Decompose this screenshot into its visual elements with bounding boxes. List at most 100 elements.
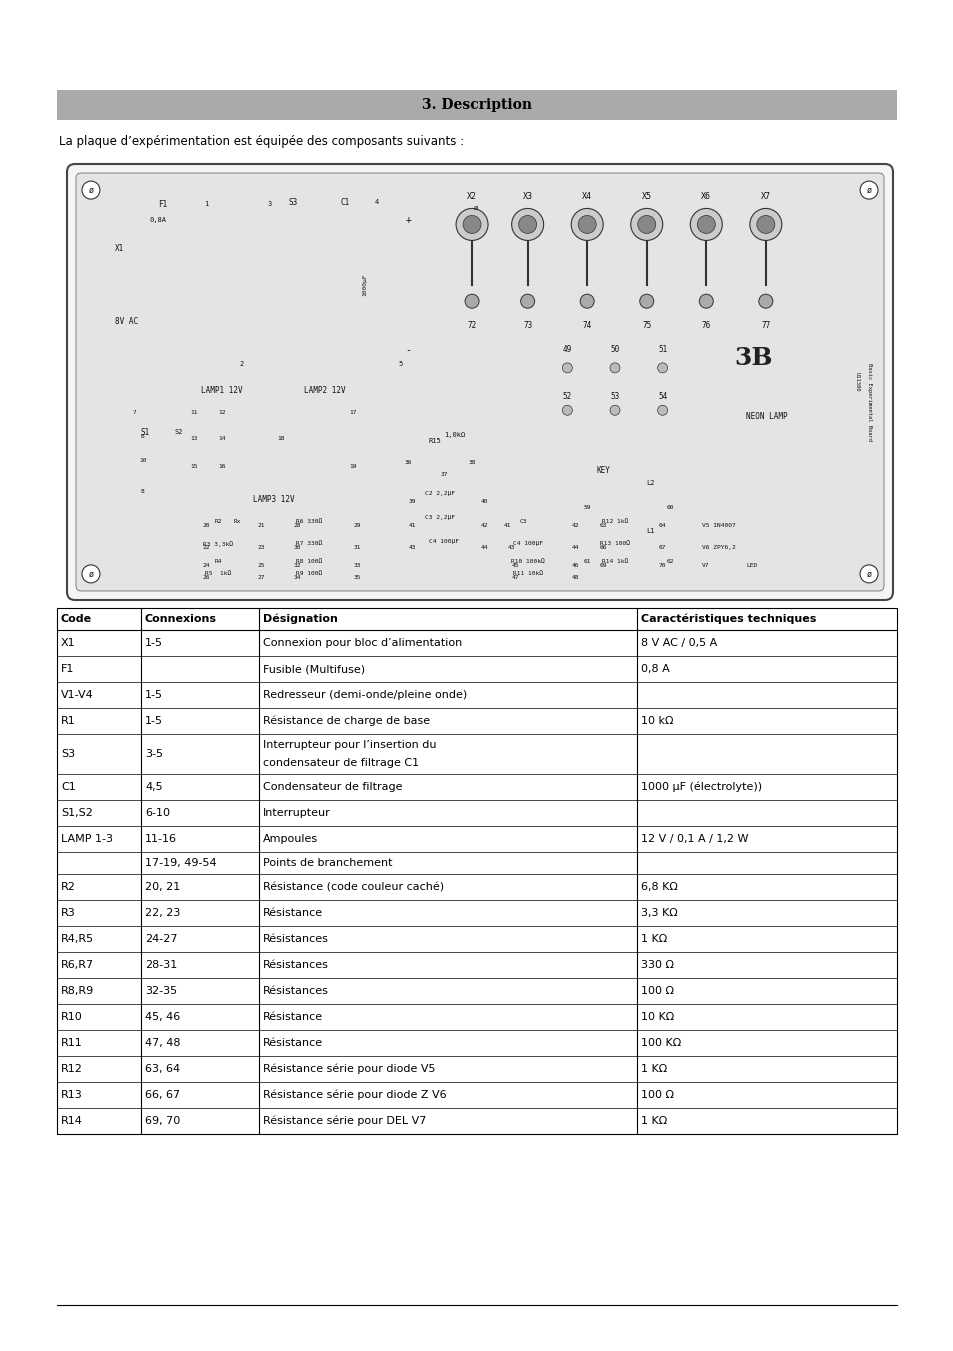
Text: 32: 32 — [294, 563, 301, 569]
Text: 31: 31 — [353, 546, 360, 550]
Text: R13 100Ω: R13 100Ω — [599, 542, 629, 546]
Text: 46: 46 — [571, 563, 578, 569]
Text: 54: 54 — [658, 392, 666, 401]
Circle shape — [464, 295, 478, 308]
Text: C4 100μF: C4 100μF — [512, 542, 542, 546]
Text: Résistance: Résistance — [262, 1038, 322, 1048]
Text: 13: 13 — [191, 436, 197, 440]
Text: ø: ø — [89, 185, 93, 195]
Text: 3-5: 3-5 — [145, 748, 163, 759]
Text: ø: ø — [865, 569, 871, 578]
Circle shape — [657, 405, 667, 415]
Text: LED: LED — [745, 563, 757, 569]
Text: V7: V7 — [701, 563, 709, 569]
Text: Résistance série pour DEL V7: Résistance série pour DEL V7 — [262, 1116, 426, 1127]
Text: 1000µF: 1000µF — [362, 274, 367, 296]
Text: 35: 35 — [353, 576, 360, 581]
Circle shape — [561, 405, 572, 415]
Text: 0,8 A: 0,8 A — [639, 663, 669, 674]
Text: 8 V AC / 0,5 A: 8 V AC / 0,5 A — [639, 638, 716, 648]
Text: 4: 4 — [375, 199, 378, 205]
Text: 2: 2 — [239, 361, 244, 367]
Text: 10: 10 — [138, 458, 146, 463]
FancyBboxPatch shape — [76, 173, 883, 590]
Text: X7: X7 — [760, 192, 770, 201]
Text: ø: ø — [474, 204, 477, 211]
Text: 15: 15 — [191, 465, 197, 469]
Text: Résistances: Résistances — [262, 986, 328, 996]
Bar — [57, 91, 896, 120]
Text: 37: 37 — [440, 473, 448, 477]
Circle shape — [571, 208, 602, 240]
Text: R12 1kΩ: R12 1kΩ — [601, 519, 627, 524]
Text: 73: 73 — [522, 322, 532, 330]
Text: 50: 50 — [610, 345, 618, 354]
Text: 1 KΩ: 1 KΩ — [639, 1065, 666, 1074]
Circle shape — [609, 363, 619, 373]
Text: Désignation: Désignation — [262, 613, 337, 624]
Text: 20, 21: 20, 21 — [145, 882, 180, 892]
Circle shape — [657, 363, 667, 373]
Text: R12: R12 — [61, 1065, 83, 1074]
Text: KEY: KEY — [596, 466, 609, 476]
Text: 61: 61 — [583, 559, 590, 565]
Text: S3: S3 — [289, 197, 297, 207]
Text: 11: 11 — [191, 409, 197, 415]
Text: 17-19, 49-54: 17-19, 49-54 — [145, 858, 216, 867]
Text: 21: 21 — [257, 523, 265, 528]
Text: 69: 69 — [598, 563, 606, 569]
Text: 330 Ω: 330 Ω — [639, 961, 673, 970]
Text: 33: 33 — [353, 563, 360, 569]
Text: 41: 41 — [503, 523, 511, 528]
Text: 34: 34 — [294, 576, 301, 581]
Circle shape — [82, 565, 100, 582]
Text: 30: 30 — [294, 546, 301, 550]
Text: R14 1kΩ: R14 1kΩ — [601, 559, 627, 565]
Text: condensateur de filtrage C1: condensateur de filtrage C1 — [262, 758, 418, 767]
Text: Points de branchement: Points de branchement — [262, 858, 392, 867]
Text: R6 330Ω: R6 330Ω — [295, 519, 322, 524]
Text: 6-10: 6-10 — [145, 808, 170, 817]
Text: 45, 46: 45, 46 — [145, 1012, 180, 1021]
Text: 6,8 KΩ: 6,8 KΩ — [639, 882, 677, 892]
Text: 14: 14 — [218, 436, 226, 440]
Text: LAMP3 12V: LAMP3 12V — [253, 494, 294, 504]
Text: 24: 24 — [202, 563, 210, 569]
Text: 72: 72 — [467, 322, 476, 330]
Circle shape — [756, 215, 774, 234]
Circle shape — [511, 208, 543, 240]
FancyBboxPatch shape — [67, 163, 892, 600]
Text: 67: 67 — [659, 546, 666, 550]
Circle shape — [758, 295, 772, 308]
Text: X5: X5 — [641, 192, 651, 201]
Text: 1-5: 1-5 — [145, 716, 163, 725]
Circle shape — [637, 215, 655, 234]
Text: 1-5: 1-5 — [145, 690, 163, 700]
Text: Résistance: Résistance — [262, 908, 322, 917]
Text: 51: 51 — [658, 345, 666, 354]
Text: X2: X2 — [467, 192, 476, 201]
Text: C1: C1 — [61, 782, 75, 792]
Text: 52: 52 — [562, 392, 572, 401]
Text: Caractéristiques techniques: Caractéristiques techniques — [639, 613, 815, 624]
Text: X4: X4 — [581, 192, 592, 201]
Text: Connexions: Connexions — [145, 613, 216, 624]
Text: 69, 70: 69, 70 — [145, 1116, 180, 1125]
Text: 100 Ω: 100 Ω — [639, 1090, 673, 1100]
Text: Résistance de charge de base: Résistance de charge de base — [262, 716, 429, 727]
Circle shape — [630, 208, 662, 240]
Text: F1: F1 — [157, 200, 167, 209]
Text: 53: 53 — [610, 392, 618, 401]
Text: 1-5: 1-5 — [145, 638, 163, 648]
Circle shape — [749, 208, 781, 240]
Text: 25: 25 — [257, 563, 265, 569]
Text: 43: 43 — [508, 546, 515, 550]
Text: R9 100Ω: R9 100Ω — [295, 571, 322, 577]
Text: ø: ø — [89, 569, 93, 578]
Text: Ampoules: Ampoules — [262, 834, 317, 844]
Circle shape — [860, 565, 877, 582]
Text: Résistance série pour diode Z V6: Résistance série pour diode Z V6 — [262, 1090, 446, 1100]
Text: Résistance série pour diode V5: Résistance série pour diode V5 — [262, 1063, 435, 1074]
Text: R7 330Ω: R7 330Ω — [295, 542, 322, 546]
Text: 75: 75 — [641, 322, 651, 330]
